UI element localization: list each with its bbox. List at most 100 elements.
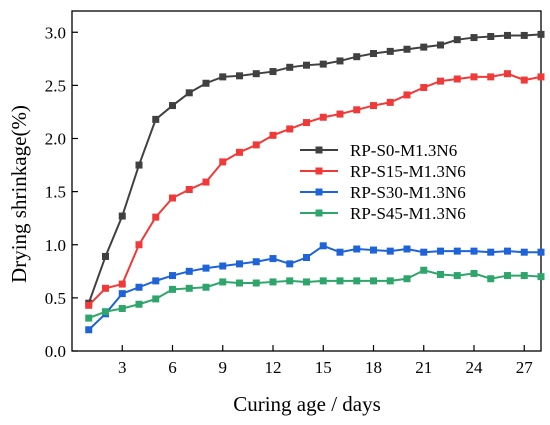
y-tick-label: 0.0 <box>45 342 66 361</box>
y-axis-title: Drying shrinkage(%) <box>7 105 31 283</box>
x-tick-label: 27 <box>516 358 534 377</box>
data-point-rp-s0-m1-3n6 <box>135 161 143 169</box>
data-point-rp-s45-m1-3n6 <box>286 277 294 285</box>
data-point-rp-s0-m1-3n6 <box>520 31 528 39</box>
data-point-rp-s30-m1-3n6 <box>386 247 394 255</box>
data-point-rp-s15-m1-3n6 <box>420 84 428 91</box>
data-point-rp-s15-m1-3n6 <box>236 148 243 156</box>
x-tick-label: 24 <box>466 358 484 377</box>
data-point-rp-s15-m1-3n6 <box>185 186 193 193</box>
data-point-rp-s45-m1-3n6 <box>487 275 495 283</box>
data-point-rp-s45-m1-3n6 <box>202 283 210 291</box>
x-tick-label: 15 <box>315 358 332 377</box>
data-point-rp-s30-m1-3n6 <box>370 246 377 254</box>
data-point-rp-s15-m1-3n6 <box>269 131 277 139</box>
data-point-rp-s15-m1-3n6 <box>219 158 227 166</box>
data-point-rp-s30-m1-3n6 <box>118 290 126 298</box>
data-point-rp-s45-m1-3n6 <box>118 305 126 312</box>
data-point-rp-s15-m1-3n6 <box>353 106 361 114</box>
legend-label-rp-s0-m1-3n6: RP-S0-M1.3N6 <box>350 141 457 160</box>
data-point-rp-s45-m1-3n6 <box>504 272 511 280</box>
data-point-rp-s30-m1-3n6 <box>453 247 461 255</box>
data-point-rp-s30-m1-3n6 <box>269 255 277 263</box>
data-point-rp-s15-m1-3n6 <box>403 91 411 99</box>
y-tick-label: 2.5 <box>45 76 66 95</box>
data-point-rp-s30-m1-3n6 <box>236 260 243 268</box>
data-point-rp-s45-m1-3n6 <box>403 275 411 283</box>
data-point-rp-s0-m1-3n6 <box>420 43 428 51</box>
data-point-rp-s0-m1-3n6 <box>336 57 344 65</box>
data-point-rp-s0-m1-3n6 <box>386 47 394 55</box>
data-point-rp-s45-m1-3n6 <box>185 284 193 292</box>
data-point-rp-s45-m1-3n6 <box>353 277 361 285</box>
data-point-rp-s15-m1-3n6 <box>169 194 176 202</box>
data-point-rp-s30-m1-3n6 <box>470 247 478 255</box>
data-point-rp-s0-m1-3n6 <box>537 30 545 38</box>
data-point-rp-s15-m1-3n6 <box>85 301 93 309</box>
data-point-rp-s0-m1-3n6 <box>169 102 176 110</box>
data-point-rp-s30-m1-3n6 <box>420 248 428 256</box>
data-point-rp-s15-m1-3n6 <box>537 73 545 81</box>
data-point-rp-s45-m1-3n6 <box>303 278 310 286</box>
data-point-rp-s30-m1-3n6 <box>219 262 227 270</box>
legend-label-rp-s30-m1-3n6: RP-S30-M1.3N6 <box>350 183 466 202</box>
legend-label-rp-s15-m1-3n6: RP-S15-M1.3N6 <box>350 162 466 181</box>
data-point-rp-s45-m1-3n6 <box>470 269 478 277</box>
x-axis-title: Curing age / days <box>233 392 381 416</box>
data-point-rp-s30-m1-3n6 <box>286 260 294 268</box>
data-point-rp-s30-m1-3n6 <box>487 248 495 256</box>
data-point-rp-s45-m1-3n6 <box>102 308 109 316</box>
x-tick-label: 21 <box>415 358 432 377</box>
data-point-rp-s45-m1-3n6 <box>85 314 93 322</box>
data-point-rp-s0-m1-3n6 <box>487 33 495 40</box>
data-point-rp-s0-m1-3n6 <box>504 31 511 39</box>
series-line-rp-s45-m1-3n6 <box>88 269 542 319</box>
data-point-rp-s15-m1-3n6 <box>504 70 511 78</box>
legend-marker-rp-s45-m1-3n6 <box>315 209 323 217</box>
x-tick-label: 12 <box>265 358 282 377</box>
data-point-rp-s15-m1-3n6 <box>453 75 461 83</box>
data-point-rp-s45-m1-3n6 <box>269 278 277 286</box>
data-point-rp-s30-m1-3n6 <box>336 248 344 256</box>
data-point-rp-s0-m1-3n6 <box>219 73 227 81</box>
data-point-rp-s0-m1-3n6 <box>319 60 327 68</box>
data-point-rp-s0-m1-3n6 <box>185 89 193 97</box>
data-point-rp-s0-m1-3n6 <box>470 34 478 42</box>
data-point-rp-s0-m1-3n6 <box>286 63 294 71</box>
data-point-rp-s15-m1-3n6 <box>303 119 310 127</box>
data-point-rp-s45-m1-3n6 <box>152 295 160 303</box>
data-point-rp-s15-m1-3n6 <box>437 77 444 85</box>
data-point-rp-s45-m1-3n6 <box>219 278 227 286</box>
plot-area: 3 6 9 12 15 18 21 24 27 0.0 0.5 1.0 1.5 2.0 2.5 3.0 <box>45 10 545 377</box>
data-point-rp-s15-m1-3n6 <box>520 76 528 84</box>
data-point-rp-s30-m1-3n6 <box>185 267 193 275</box>
legend-label-rp-s45-m1-3n6: RP-S45-M1.3N6 <box>350 204 466 223</box>
data-point-rp-s45-m1-3n6 <box>420 266 428 274</box>
y-tick-label: 1.5 <box>45 183 66 202</box>
data-point-rp-s30-m1-3n6 <box>319 242 327 250</box>
data-point-rp-s0-m1-3n6 <box>403 45 411 53</box>
data-point-rp-s0-m1-3n6 <box>152 115 160 123</box>
x-tick-label: 3 <box>118 358 127 377</box>
series-line-rp-s0-m1-3n6 <box>87 33 542 304</box>
legend: RP-S0-M1.3N6 RP-S15-M1.3N6 RP-S30-M1.3N6 RP… <box>300 141 466 223</box>
data-point-rp-s15-m1-3n6 <box>470 73 478 81</box>
x-tick-label: 18 <box>365 358 382 377</box>
data-point-rp-s30-m1-3n6 <box>85 326 93 334</box>
legend-marker-rp-s0-m1-3n6 <box>315 146 323 154</box>
data-point-rp-s45-m1-3n6 <box>537 273 545 281</box>
data-point-rp-s15-m1-3n6 <box>135 241 143 249</box>
data-point-rp-s0-m1-3n6 <box>353 53 361 61</box>
y-tick-label: 3.0 <box>45 23 66 42</box>
data-point-rp-s0-m1-3n6 <box>236 72 243 80</box>
data-point-rp-s30-m1-3n6 <box>202 264 210 272</box>
data-point-rp-s45-m1-3n6 <box>370 277 377 285</box>
data-point-rp-s30-m1-3n6 <box>403 245 411 253</box>
data-point-rp-s30-m1-3n6 <box>353 245 361 253</box>
data-point-rp-s0-m1-3n6 <box>252 70 260 78</box>
data-point-rp-s45-m1-3n6 <box>437 271 444 278</box>
data-point-rp-s45-m1-3n6 <box>169 285 176 293</box>
data-point-rp-s30-m1-3n6 <box>152 277 160 285</box>
data-point-rp-s0-m1-3n6 <box>453 36 461 44</box>
